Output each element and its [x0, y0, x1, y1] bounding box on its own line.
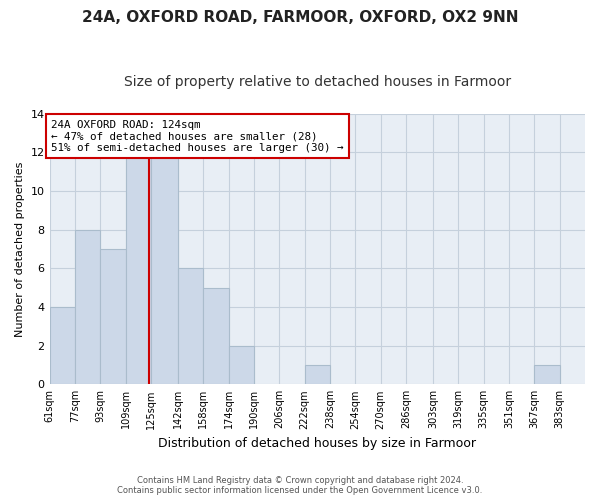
Bar — [229, 346, 254, 385]
Bar — [125, 152, 151, 384]
X-axis label: Distribution of detached houses by size in Farmoor: Distribution of detached houses by size … — [158, 437, 476, 450]
Bar — [50, 307, 75, 384]
Bar — [305, 365, 330, 384]
Bar — [100, 249, 125, 384]
Text: 24A, OXFORD ROAD, FARMOOR, OXFORD, OX2 9NN: 24A, OXFORD ROAD, FARMOOR, OXFORD, OX2 9… — [82, 10, 518, 25]
Text: 24A OXFORD ROAD: 124sqm
← 47% of detached houses are smaller (28)
51% of semi-de: 24A OXFORD ROAD: 124sqm ← 47% of detache… — [51, 120, 344, 153]
Bar — [151, 152, 178, 384]
Bar — [178, 268, 203, 384]
Title: Size of property relative to detached houses in Farmoor: Size of property relative to detached ho… — [124, 75, 511, 89]
Bar — [203, 288, 229, 384]
Bar — [535, 365, 560, 384]
Y-axis label: Number of detached properties: Number of detached properties — [15, 162, 25, 336]
Text: Contains HM Land Registry data © Crown copyright and database right 2024.
Contai: Contains HM Land Registry data © Crown c… — [118, 476, 482, 495]
Bar — [75, 230, 100, 384]
